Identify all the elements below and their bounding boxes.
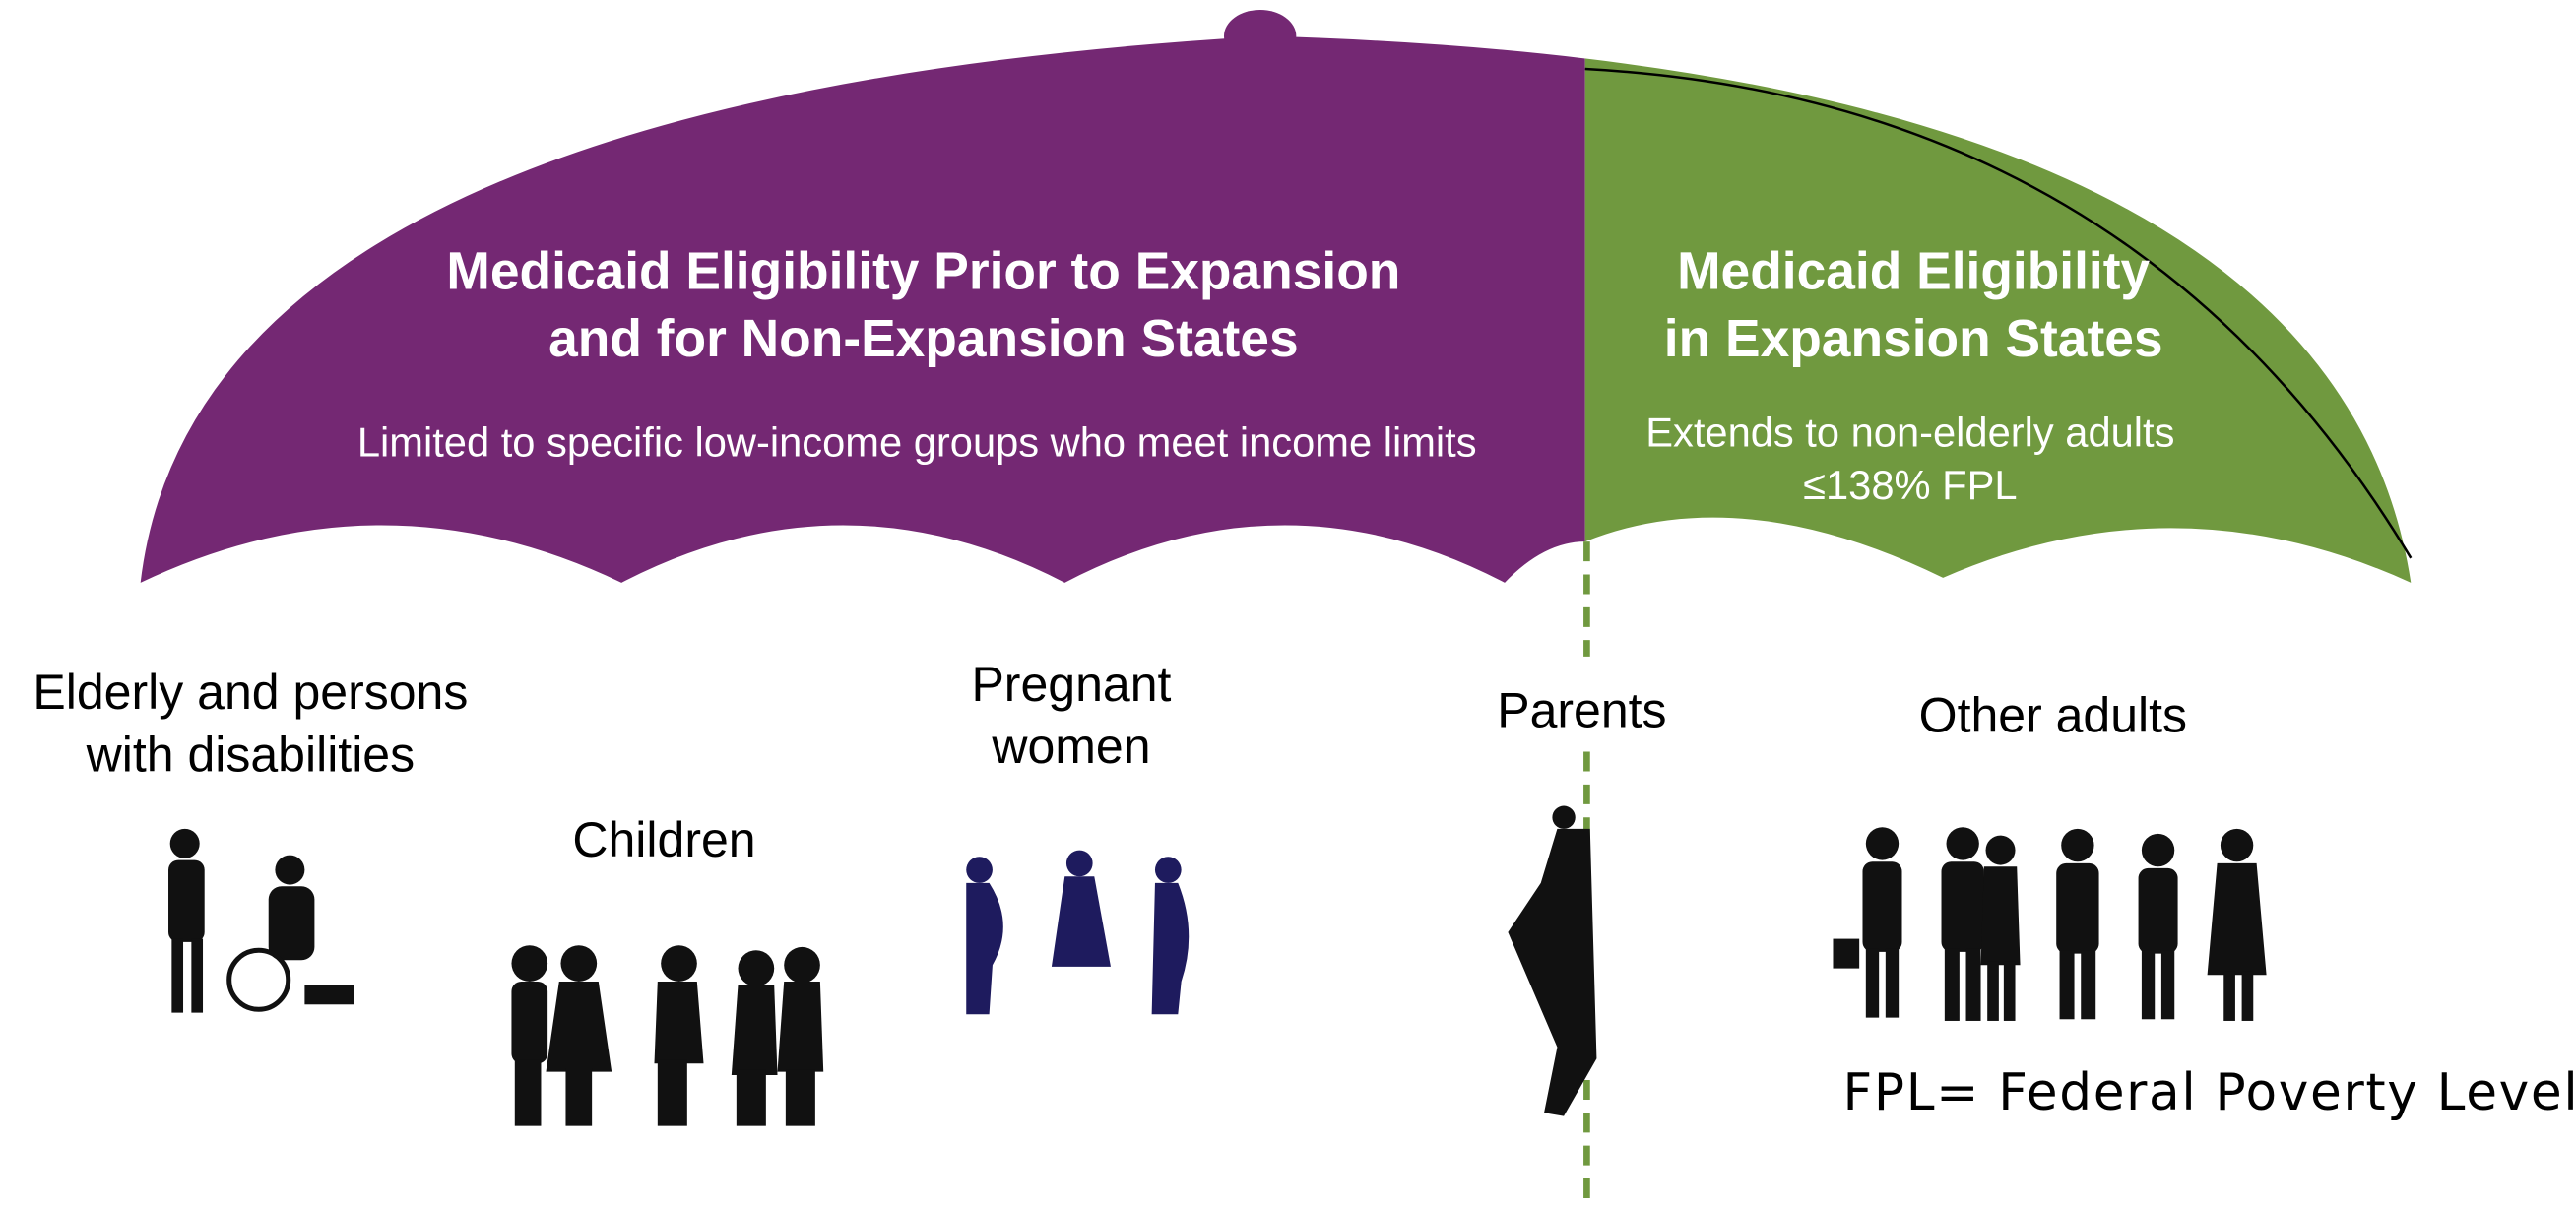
right-subtitle: Extends to non-elderly adults: [1645, 409, 2174, 455]
group-label: Other adults: [1919, 688, 2187, 743]
umbrella-diagram: Medicaid Eligibility Prior to Expansion …: [0, 0, 2576, 1208]
right-title: in Expansion States: [1664, 310, 2163, 368]
adults-silhouettes: [1833, 827, 2266, 1021]
right-subtitle: ≤138% FPL: [1803, 462, 2017, 508]
left-subtitle: Limited to specific low-income groups wh…: [357, 418, 1477, 465]
elderly-silhouettes: [168, 829, 354, 1013]
right-title: Medicaid Eligibility: [1677, 242, 2150, 300]
left-title: and for Non-Expansion States: [548, 310, 1298, 368]
group-label: with disabilities: [86, 728, 415, 783]
group-label: Parents: [1497, 683, 1666, 738]
parents-silhouette: [1508, 806, 1596, 1116]
left-title: Medicaid Eligibility Prior to Expansion: [446, 242, 1400, 300]
group-label: women: [991, 719, 1150, 774]
group-label: Elderly and persons: [32, 665, 468, 720]
group-label: Pregnant: [971, 657, 1171, 712]
group-label: Children: [572, 812, 755, 867]
footnote: FPL= Federal Poverty Level: [1842, 1063, 2576, 1122]
pregnant-silhouettes: [966, 851, 1189, 1015]
children-silhouettes: [511, 945, 823, 1125]
